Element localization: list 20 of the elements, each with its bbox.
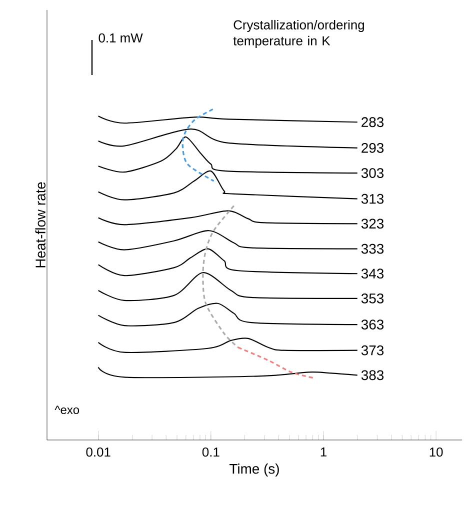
series-label: 323 <box>361 218 384 229</box>
x-axis-title: Time (s) <box>230 464 279 477</box>
x-tick-label: 10 <box>430 448 443 457</box>
x-tick-label: 0.01 <box>86 448 110 457</box>
series-label: 363 <box>361 320 384 330</box>
series-label: 303 <box>361 168 384 178</box>
series-label: 353 <box>361 293 384 304</box>
x-tick-label: 0.1 <box>202 448 220 457</box>
text: 0.1 mW <box>98 33 143 43</box>
x-tick-label: 1 <box>320 448 326 456</box>
series-label: 383 <box>361 370 384 380</box>
annotation: ^exo <box>54 406 80 414</box>
series-label: 283 <box>362 117 384 128</box>
series-label: 313 <box>361 194 384 204</box>
series-label: 343 <box>361 268 384 279</box>
text: Crystallization/ordering temperature in K <box>233 20 364 48</box>
series-label: 333 <box>361 244 384 254</box>
series-label: 373 <box>361 345 384 356</box>
y-axis-title: Heat-flow rate <box>35 182 46 268</box>
series-label: 293 <box>362 142 384 153</box>
